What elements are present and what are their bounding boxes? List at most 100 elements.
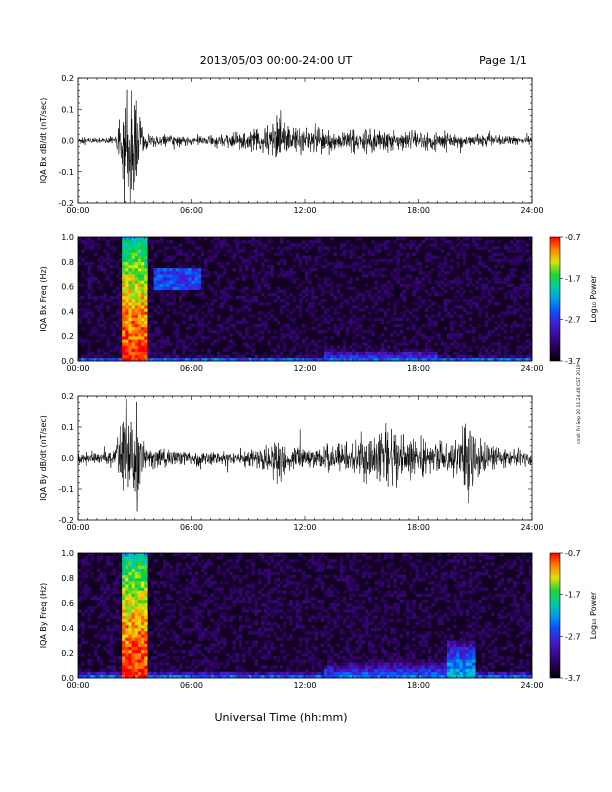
spectrogram-cell <box>156 653 161 657</box>
spectrogram-cell <box>519 323 523 328</box>
spectrogram-cell <box>134 631 139 635</box>
spectrogram-cell <box>352 634 356 638</box>
spectrogram-cell <box>87 277 91 281</box>
spectrogram-cell <box>443 342 448 346</box>
spectrogram-cell <box>421 354 426 359</box>
spectrogram-cell <box>311 674 315 679</box>
spectrogram-cell <box>156 643 161 648</box>
spectrogram-cell <box>383 268 388 272</box>
spectrogram-cell <box>459 286 463 290</box>
spectrogram-cell <box>137 305 142 309</box>
spectrogram-cell <box>349 280 353 284</box>
spectrogram-cell <box>393 240 397 244</box>
spectrogram-cell <box>131 283 136 287</box>
spectrogram-cell <box>339 354 344 359</box>
spectrogram-cell <box>484 283 489 287</box>
spectrogram-cell <box>289 662 293 666</box>
spectrogram-cell <box>137 615 142 619</box>
spectrogram-cell <box>182 311 186 315</box>
spectrogram-cell <box>377 317 381 321</box>
y-axis-label: IQA Bx dB/dt (nT/sec) <box>39 98 48 184</box>
spectrogram-cell <box>197 590 202 594</box>
spectrogram-cell <box>323 665 328 669</box>
spectrogram-cell <box>185 599 189 604</box>
spectrogram-cell <box>137 649 142 654</box>
spectrogram-cell <box>150 240 154 244</box>
spectrogram-cell <box>506 357 511 362</box>
spectrogram-cell <box>144 584 148 588</box>
spectrogram-cell <box>427 305 432 309</box>
spectrogram-cell <box>295 246 299 250</box>
spectrogram-cell <box>185 562 189 566</box>
spectrogram-cell <box>232 646 236 651</box>
spectrogram-cell <box>100 237 104 241</box>
spectrogram-cell <box>172 289 177 294</box>
spectrogram-cell <box>169 354 173 359</box>
spectrogram-cell <box>487 240 492 244</box>
spectrogram-cell <box>134 606 139 610</box>
spectrogram-cell <box>497 333 501 337</box>
spectrogram-cell <box>270 274 274 278</box>
spectrogram-cell <box>169 565 173 569</box>
spectrogram-cell <box>254 662 259 666</box>
spectrogram-cell <box>390 354 394 359</box>
spectrogram-cell <box>118 615 123 619</box>
spectrogram-cell <box>128 637 132 641</box>
spectrogram-cell <box>418 354 422 359</box>
spectrogram-cell <box>185 674 189 679</box>
spectrogram-cell <box>383 243 388 247</box>
spectrogram-cell <box>245 292 249 297</box>
spectrogram-cell <box>137 323 142 328</box>
x-tick-label: 24:00 <box>520 364 543 373</box>
spectrogram-cell <box>260 653 265 657</box>
spectrogram-cell <box>320 314 325 318</box>
spectrogram-cell <box>516 345 520 349</box>
spectrogram-cell <box>317 612 322 616</box>
spectrogram-cell <box>90 240 95 244</box>
spectrogram-cell <box>182 342 186 346</box>
spectrogram-cell <box>459 354 463 359</box>
spectrogram-cell <box>204 271 208 275</box>
spectrogram-cell <box>109 246 113 250</box>
spectrogram-cell <box>134 268 139 272</box>
spectrogram-cell <box>380 354 385 359</box>
spectrogram-cell <box>226 671 230 676</box>
spectrogram-cell <box>226 568 230 573</box>
spectrogram-cell <box>443 308 448 312</box>
spectrogram-cell <box>197 621 202 626</box>
spectrogram-cell <box>349 277 353 281</box>
spectrogram-cell <box>90 556 95 560</box>
spectrogram-cell <box>245 671 249 676</box>
spectrogram-cell <box>134 665 139 669</box>
spectrogram-cell <box>355 628 359 632</box>
page-indicator: Page 1/1 <box>479 54 527 67</box>
spectrogram-cell <box>497 351 501 356</box>
spectrogram-cell <box>443 357 448 362</box>
spectrogram-cell <box>103 596 107 601</box>
spectrogram-cell <box>305 354 309 359</box>
spectrogram-cell <box>144 596 148 601</box>
spectrogram-cell <box>90 243 95 247</box>
spectrogram-cell <box>273 671 277 676</box>
spectrogram-cell <box>128 261 132 266</box>
spectrogram-cell <box>235 599 240 604</box>
spectrogram-cell <box>144 299 148 303</box>
spectrogram-cell <box>147 295 151 300</box>
spectrogram-cell <box>141 606 145 610</box>
spectrogram-cell <box>78 590 82 594</box>
spectrogram-cell <box>336 643 340 648</box>
spectrogram-cell <box>270 314 274 318</box>
spectrogram-cell <box>216 283 221 287</box>
spectrogram-cell <box>128 277 132 281</box>
spectrogram-cell <box>349 596 353 601</box>
spectrogram-cell <box>118 674 123 679</box>
spectrogram-cell <box>197 280 202 284</box>
spectrogram-cell <box>377 351 381 356</box>
spectrogram-cell <box>380 351 385 356</box>
spectrogram-cell <box>453 357 457 362</box>
spectrogram-cell <box>286 637 290 641</box>
spectrogram-cell <box>254 246 259 250</box>
spectrogram-cell <box>509 283 514 287</box>
spectrogram-cell <box>219 556 224 560</box>
spectrogram-cell <box>223 637 227 641</box>
